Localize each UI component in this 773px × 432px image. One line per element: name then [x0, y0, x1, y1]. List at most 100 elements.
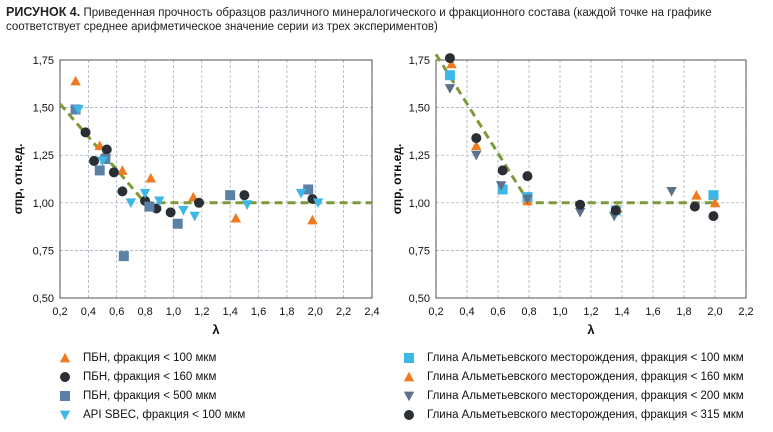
legend-item: ПБН, фракция < 100 мкм	[58, 348, 245, 367]
figure-number: РИСУНОК 4.	[6, 5, 81, 19]
legend-label: API SBEC, фракция < 100 мкм	[83, 408, 246, 421]
data-point	[444, 84, 456, 94]
legend-marker	[404, 409, 414, 420]
data-point	[108, 167, 119, 178]
x-tick-label: 1,8	[279, 306, 294, 318]
data-point	[497, 165, 508, 176]
figure-caption-text: Приведенная прочность образцов различног…	[6, 7, 712, 33]
y-tick-label: 1,75	[409, 55, 430, 67]
x-tick-label: 2,0	[308, 306, 323, 318]
legend-label: Глина Альметьевского месторождения, фрак…	[427, 408, 744, 421]
x-tick-label: 1,6	[645, 306, 660, 318]
y-tick-label: 1,25	[33, 150, 54, 162]
x-tick-label: 0,6	[490, 306, 505, 318]
data-point	[242, 200, 253, 210]
data-point	[230, 212, 242, 223]
plot-right: 0,2 0,4 0,6 0,8 1,0 1,2 1,4 1,6 1,8 2,0 2,2 0,50 0,7…	[390, 53, 754, 337]
data-point	[471, 140, 482, 151]
data-point	[522, 194, 533, 205]
data-point	[471, 150, 482, 161]
data-point	[70, 104, 81, 115]
data-point	[574, 207, 586, 218]
data-point	[495, 181, 507, 191]
data-point	[89, 155, 100, 166]
y-tick-label: 0,50	[409, 293, 430, 305]
x-tick-label: 0,4	[81, 306, 96, 318]
data-point	[117, 186, 128, 197]
data-point	[295, 188, 307, 199]
data-point	[312, 198, 324, 208]
x-tick-label: 1,4	[614, 306, 629, 318]
x-tick-label: 1,2	[194, 306, 209, 318]
data-point	[70, 75, 81, 86]
data-point	[689, 201, 700, 212]
x-tick-label: 1,6	[251, 306, 266, 318]
y-tick-label: 1,00	[33, 198, 54, 210]
x-tick-label: 1,2	[583, 306, 598, 318]
data-point	[303, 184, 314, 195]
x-axis-label: λ	[212, 322, 220, 337]
legend-label: Глина Альметьевского месторождения, фрак…	[427, 351, 744, 364]
legend-marker	[60, 390, 70, 401]
legend-item: ПБН, фракция < 160 мкм	[58, 367, 245, 386]
legend-item: Глина Альметьевского месторождения, фрак…	[402, 386, 744, 405]
legend-marker-shape	[403, 391, 415, 401]
data-point	[708, 211, 719, 222]
x-tick-label: 2,2	[336, 306, 351, 318]
data-point	[497, 184, 508, 195]
data-point	[154, 196, 165, 207]
data-point	[575, 199, 586, 210]
legend-label: Глина Альметьевского месторождения, фрак…	[427, 370, 744, 383]
data-point	[666, 186, 677, 197]
x-tick-label: 2,0	[707, 306, 722, 318]
legend-marker-shape	[404, 352, 414, 363]
y-tick-label: 1,00	[409, 198, 430, 210]
data-point	[446, 58, 457, 69]
legend-right: Глина Альметьевского месторождения, фрак…	[402, 348, 744, 424]
data-point	[708, 190, 719, 201]
data-point	[691, 189, 702, 200]
x-tick-label: 0,2	[428, 306, 443, 318]
x-tick-label: 1,4	[223, 306, 238, 318]
legend-label: ПБН, фракция < 500 мкм	[83, 389, 217, 402]
legend-marker-shape	[59, 352, 71, 362]
x-tick-label: 0,8	[137, 306, 152, 318]
data-point	[307, 214, 318, 225]
data-point	[144, 201, 155, 212]
legend-marker	[60, 371, 70, 382]
legend-marker-shape	[404, 409, 414, 420]
data-point	[118, 251, 129, 262]
y-axis-label: σпр, отн.ед.	[11, 144, 25, 215]
legend-marker-shape	[59, 410, 71, 420]
legend-marker-shape	[403, 371, 415, 381]
data-point	[610, 205, 621, 216]
y-tick-label: 1,50	[33, 103, 54, 115]
plot-frame	[435, 59, 747, 299]
data-point	[189, 211, 200, 222]
data-point	[80, 127, 91, 138]
data-point	[225, 190, 236, 201]
data-point	[117, 165, 128, 175]
x-tick-label: 2,2	[738, 306, 753, 318]
trend-line	[434, 53, 715, 205]
legend-marker	[59, 410, 71, 420]
x-tick-label: 0,8	[521, 306, 536, 318]
data-point	[165, 207, 176, 218]
y-axis-label: σпр, отн.ед.	[390, 144, 404, 215]
x-tick-label: 0,4	[459, 306, 474, 318]
data-point	[444, 70, 455, 81]
legend-marker	[403, 371, 415, 381]
legend-label: ПБН, фракция < 100 мкм	[83, 351, 217, 364]
legend-item: Глина Альметьевского месторождения, фрак…	[402, 348, 744, 367]
y-tick-label: 1,75	[33, 55, 54, 67]
data-point	[125, 198, 137, 208]
y-tick-label: 0,75	[33, 245, 54, 257]
x-tick-label: 2,4	[364, 306, 379, 318]
data-point	[172, 218, 183, 229]
legend-item: ПБН, фракция < 500 мкм	[58, 386, 245, 405]
x-tick-label: 1,0	[166, 306, 181, 318]
plot-frame	[59, 59, 373, 299]
legend-label: ПБН, фракция < 160 мкм	[83, 370, 217, 383]
data-point	[471, 133, 482, 144]
